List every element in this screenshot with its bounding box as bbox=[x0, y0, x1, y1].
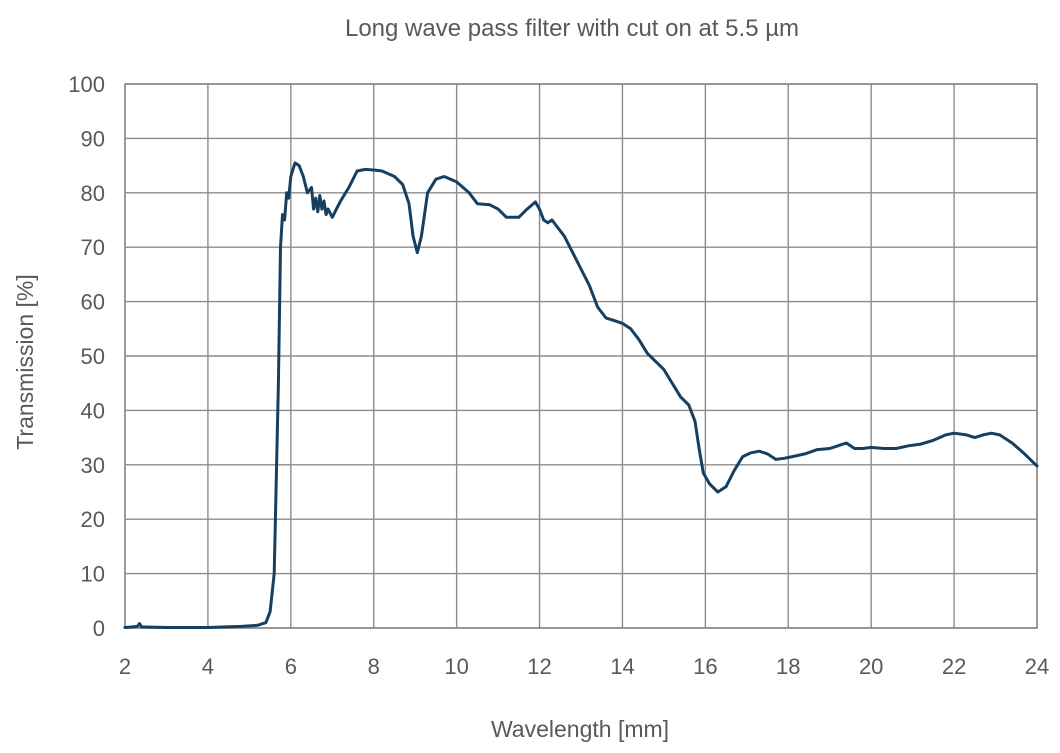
x-tick-label: 6 bbox=[285, 654, 297, 679]
y-tick-label: 70 bbox=[81, 235, 105, 260]
x-tick-label: 2 bbox=[119, 654, 131, 679]
y-tick-label: 80 bbox=[81, 181, 105, 206]
y-tick-label: 30 bbox=[81, 453, 105, 478]
y-tick-label: 90 bbox=[81, 126, 105, 151]
x-tick-label: 4 bbox=[202, 654, 214, 679]
x-tick-label: 8 bbox=[368, 654, 380, 679]
x-tick-label: 24 bbox=[1025, 654, 1049, 679]
x-tick-label: 16 bbox=[693, 654, 717, 679]
y-axis-label: Transmission [%] bbox=[12, 274, 38, 450]
x-tick-label: 22 bbox=[942, 654, 966, 679]
y-axis-ticks: 0 10 20 30 40 50 60 70 80 90 100 bbox=[68, 72, 105, 641]
x-tick-label: 10 bbox=[444, 654, 468, 679]
x-tick-label: 20 bbox=[859, 654, 883, 679]
y-tick-label: 40 bbox=[81, 398, 105, 423]
y-tick-label: 0 bbox=[93, 616, 105, 641]
x-tick-label: 18 bbox=[776, 654, 800, 679]
plot-frame bbox=[124, 83, 1038, 629]
y-tick-label: 60 bbox=[81, 290, 105, 315]
y-tick-label: 20 bbox=[81, 507, 105, 532]
y-tick-label: 100 bbox=[68, 72, 105, 97]
y-tick-label: 10 bbox=[81, 562, 105, 587]
chart-title: Long wave pass filter with cut on at 5.5… bbox=[345, 15, 799, 42]
x-axis-label: Wavelength [mm] bbox=[491, 716, 669, 742]
x-axis-ticks: 2 4 6 8 10 12 14 16 18 20 22 24 bbox=[119, 654, 1049, 679]
x-tick-label: 14 bbox=[610, 654, 634, 679]
transmission-series-line bbox=[123, 161, 1039, 629]
y-tick-label: 50 bbox=[81, 344, 105, 369]
x-tick-label: 12 bbox=[527, 654, 551, 679]
grid bbox=[124, 83, 1038, 629]
